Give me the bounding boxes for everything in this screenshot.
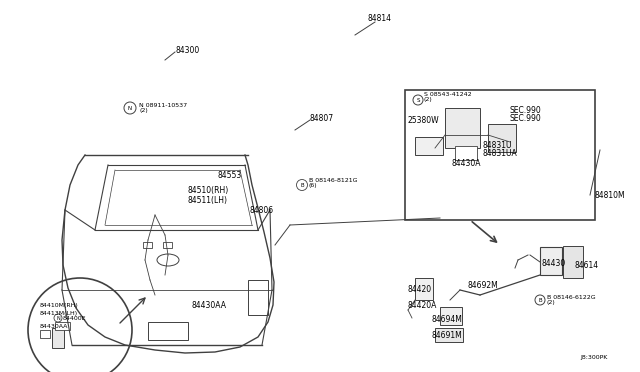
- Text: 84511(LH): 84511(LH): [188, 196, 228, 205]
- Bar: [143, 242, 152, 248]
- Bar: [563, 246, 583, 278]
- Text: 84430: 84430: [542, 260, 566, 269]
- Text: S: S: [416, 97, 420, 103]
- Text: 84807: 84807: [310, 113, 334, 122]
- Text: 84691M: 84691M: [432, 330, 463, 340]
- Text: 84413M(LH): 84413M(LH): [40, 311, 78, 317]
- Text: B 08146-6122G
(2): B 08146-6122G (2): [547, 295, 596, 305]
- Text: N: N: [56, 315, 60, 321]
- Text: 84420A: 84420A: [408, 301, 437, 310]
- Bar: [148, 322, 188, 340]
- Bar: [163, 242, 172, 248]
- Text: N 08911-10537
(2): N 08911-10537 (2): [139, 103, 187, 113]
- Ellipse shape: [157, 254, 179, 266]
- Bar: [52, 328, 64, 348]
- Bar: [540, 247, 562, 275]
- Text: SEC.990: SEC.990: [510, 106, 541, 115]
- Bar: [68, 280, 88, 315]
- Text: 25380W: 25380W: [408, 115, 440, 125]
- Text: 84806: 84806: [250, 205, 274, 215]
- Circle shape: [124, 102, 136, 114]
- Text: S 08543-41242
(2): S 08543-41242 (2): [424, 92, 472, 102]
- Text: 84810M: 84810M: [595, 190, 626, 199]
- Text: B: B: [300, 183, 304, 187]
- Bar: [405, 90, 595, 220]
- Bar: [248, 280, 268, 315]
- Bar: [415, 137, 443, 155]
- Text: 84692M: 84692M: [468, 280, 499, 289]
- Bar: [445, 108, 480, 148]
- Bar: [440, 307, 462, 325]
- Text: 84831U: 84831U: [483, 141, 513, 150]
- Text: 84510(RH): 84510(RH): [188, 186, 229, 195]
- Text: J8:300PK: J8:300PK: [580, 356, 607, 360]
- Text: 84814: 84814: [368, 13, 392, 22]
- Text: 84430AA: 84430AA: [192, 301, 227, 310]
- Text: 84400E: 84400E: [63, 317, 86, 321]
- Text: B 08146-8121G
(6): B 08146-8121G (6): [309, 177, 358, 188]
- Text: 84553: 84553: [218, 170, 243, 180]
- Text: B: B: [538, 298, 542, 302]
- Bar: [415, 278, 433, 300]
- Text: 84430AA: 84430AA: [40, 324, 68, 330]
- Bar: [55, 322, 70, 330]
- Text: 84300: 84300: [175, 45, 199, 55]
- Circle shape: [296, 180, 307, 190]
- Text: 84694M: 84694M: [432, 315, 463, 324]
- Text: 84614: 84614: [575, 260, 599, 269]
- Text: 84410M(RH): 84410M(RH): [40, 304, 79, 308]
- Circle shape: [54, 314, 62, 322]
- Bar: [40, 330, 50, 338]
- Text: SEC.990: SEC.990: [510, 113, 541, 122]
- Circle shape: [413, 95, 423, 105]
- Text: N: N: [128, 106, 132, 110]
- Circle shape: [28, 278, 132, 372]
- Text: 84430A: 84430A: [452, 158, 481, 167]
- Bar: [435, 328, 463, 342]
- Circle shape: [535, 295, 545, 305]
- Bar: [455, 146, 477, 160]
- Text: 84831UA: 84831UA: [483, 148, 518, 157]
- Bar: [488, 124, 516, 152]
- Text: 84420: 84420: [408, 285, 432, 295]
